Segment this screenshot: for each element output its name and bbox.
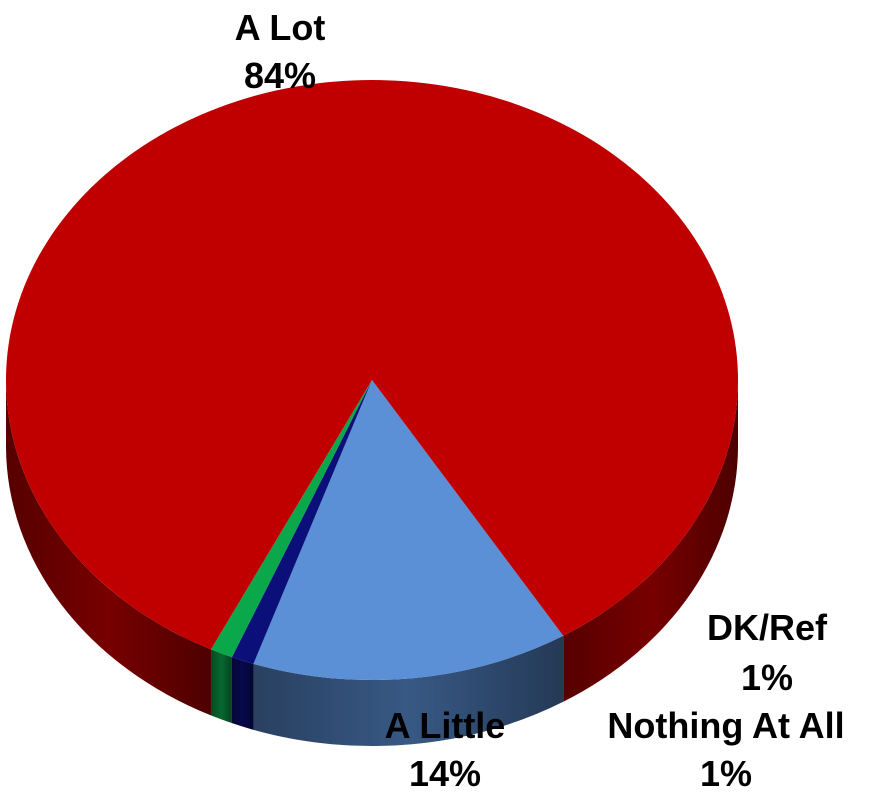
value-label-a-lot: 84% <box>244 55 316 96</box>
slice-nothing-at-all <box>231 380 372 664</box>
side-dk-ref <box>210 649 232 724</box>
value-label-nothing-at-all: 1% <box>700 753 752 793</box>
value-label-dk-ref: 1% <box>741 657 793 698</box>
side-a-little <box>253 635 564 746</box>
side-a-lot <box>563 380 738 702</box>
side-nothing-at-all <box>231 657 254 730</box>
slice-a-lot <box>6 80 739 650</box>
label-dk-ref: DK/Ref <box>707 607 828 648</box>
label-a-lot: A Lot <box>235 7 326 48</box>
label-nothing-at-all: Nothing At All <box>607 705 844 746</box>
pie-side-walls <box>6 380 738 746</box>
pie-top-faces <box>6 80 739 681</box>
slice-a-little <box>253 380 564 681</box>
label-a-little: A Little <box>385 705 506 746</box>
value-label-a-little: 14% <box>409 753 481 793</box>
slice-dk-ref <box>210 380 372 658</box>
pie-labels: A Lot 84% A Little 14% Nothing At All 1% DK/Re… <box>235 7 845 793</box>
side-a-lot <box>6 380 211 716</box>
